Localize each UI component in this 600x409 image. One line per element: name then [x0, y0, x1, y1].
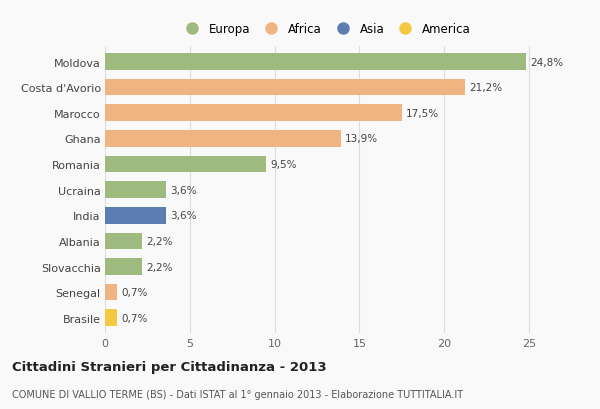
- Text: 2,2%: 2,2%: [146, 262, 173, 272]
- Bar: [105, 284, 117, 301]
- Bar: [105, 54, 526, 71]
- Bar: [105, 258, 142, 275]
- Bar: [105, 131, 341, 147]
- Text: 0,7%: 0,7%: [121, 288, 148, 297]
- Text: 13,9%: 13,9%: [345, 134, 378, 144]
- Text: 24,8%: 24,8%: [530, 57, 563, 67]
- Text: 3,6%: 3,6%: [170, 211, 197, 221]
- Text: 0,7%: 0,7%: [121, 313, 148, 323]
- Bar: [105, 105, 402, 122]
- Legend: Europa, Africa, Asia, America: Europa, Africa, Asia, America: [176, 18, 475, 41]
- Text: 9,5%: 9,5%: [271, 160, 297, 170]
- Text: 2,2%: 2,2%: [146, 236, 173, 246]
- Bar: [105, 233, 142, 249]
- Bar: [105, 310, 117, 326]
- Bar: [105, 182, 166, 198]
- Bar: [105, 207, 166, 224]
- Text: Cittadini Stranieri per Cittadinanza - 2013: Cittadini Stranieri per Cittadinanza - 2…: [12, 360, 326, 373]
- Text: 21,2%: 21,2%: [469, 83, 502, 93]
- Text: 17,5%: 17,5%: [406, 108, 439, 119]
- Text: COMUNE DI VALLIO TERME (BS) - Dati ISTAT al 1° gennaio 2013 - Elaborazione TUTTI: COMUNE DI VALLIO TERME (BS) - Dati ISTAT…: [12, 389, 463, 399]
- Bar: [105, 156, 266, 173]
- Text: 3,6%: 3,6%: [170, 185, 197, 195]
- Bar: [105, 80, 464, 96]
